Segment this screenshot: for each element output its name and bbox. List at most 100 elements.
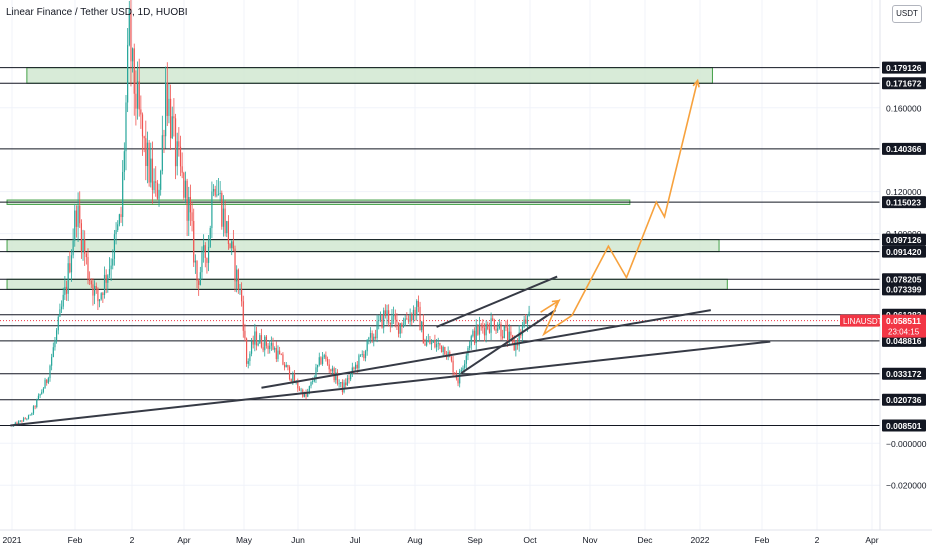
candles xyxy=(13,0,530,427)
candle-body xyxy=(183,172,185,198)
price-scale: 0.1600000.1200000.100000−0.000000−0.0200… xyxy=(840,61,927,491)
candle-body xyxy=(475,325,477,344)
candle-body xyxy=(264,336,266,351)
x-tick-label: Sep xyxy=(467,535,482,545)
x-tick-label: Oct xyxy=(523,535,537,545)
candle-body xyxy=(224,208,226,234)
candle-body xyxy=(427,340,429,342)
candle-body xyxy=(214,189,216,196)
candle-body xyxy=(350,373,352,380)
candle-body xyxy=(343,382,345,393)
candle-body xyxy=(526,316,529,324)
level-tag-label: 0.140366 xyxy=(886,144,922,154)
candle-body xyxy=(199,272,201,285)
level-tag xyxy=(882,142,926,155)
candle-body xyxy=(351,367,353,374)
candle-body xyxy=(396,319,398,323)
candle-body xyxy=(140,109,142,115)
candle-body xyxy=(406,318,408,320)
candle-body xyxy=(378,320,380,322)
candle-body xyxy=(478,324,481,335)
candle-body xyxy=(247,361,249,364)
level-tag xyxy=(882,419,926,432)
candle-body xyxy=(69,263,71,273)
candle-body xyxy=(84,239,86,254)
candle-body xyxy=(454,372,456,375)
candle-body xyxy=(236,269,238,282)
candle-body xyxy=(419,306,421,331)
candle-body xyxy=(207,246,210,263)
candle-body xyxy=(103,274,106,295)
candle-body xyxy=(502,336,504,339)
candle-body xyxy=(326,359,329,365)
candle-body xyxy=(128,9,130,46)
candle-body xyxy=(338,383,340,385)
candle-body xyxy=(176,141,178,167)
candle-body xyxy=(508,331,510,342)
candle-body xyxy=(394,314,396,320)
candle-body xyxy=(165,82,167,137)
x-tick-label: May xyxy=(236,535,253,545)
candle-body xyxy=(105,274,107,283)
candle-body xyxy=(510,331,512,336)
symbol-tag xyxy=(840,314,880,327)
currency-button[interactable]: USDT xyxy=(892,5,922,23)
trendline xyxy=(436,275,558,328)
candle-body xyxy=(260,335,263,348)
candle-body xyxy=(511,335,514,340)
candle-body xyxy=(422,321,424,344)
symbol-tag-label: LINAUSDT xyxy=(843,317,883,326)
candle-body xyxy=(421,321,423,331)
level-tag-label: 0.179126 xyxy=(886,63,922,73)
candle-body xyxy=(74,210,76,241)
candle-body xyxy=(407,319,410,322)
candle-body xyxy=(150,158,152,183)
zone xyxy=(6,278,728,290)
candle-body xyxy=(279,350,281,355)
candle-body xyxy=(297,381,299,389)
candle-body xyxy=(89,279,91,282)
candle-body xyxy=(249,353,251,362)
x-tick-label: 2022 xyxy=(691,535,710,545)
level-tag-label: 0.078205 xyxy=(886,275,922,285)
candle-body xyxy=(120,214,122,218)
candle-body xyxy=(155,181,157,183)
candle-body xyxy=(300,389,302,391)
candle-body xyxy=(348,378,350,380)
candle-body xyxy=(518,332,520,346)
candle-body xyxy=(141,114,144,137)
candle-body xyxy=(305,392,307,397)
projection-path xyxy=(540,78,700,337)
candle-body xyxy=(198,280,200,285)
candle-body xyxy=(323,355,325,358)
candle-body xyxy=(393,314,395,317)
candle-body xyxy=(523,319,525,327)
candle-body xyxy=(320,357,322,364)
candle-body xyxy=(401,323,403,327)
candle-body xyxy=(97,288,99,302)
candle-body xyxy=(62,294,64,307)
candle-body xyxy=(44,379,46,389)
x-tick-label: Jul xyxy=(350,535,361,545)
candle-body xyxy=(528,311,530,317)
candle-body xyxy=(503,325,505,339)
candle-body xyxy=(482,325,484,329)
x-tick-label: 2 xyxy=(815,535,820,545)
candle-body xyxy=(397,322,400,334)
candle-body xyxy=(477,325,479,335)
candle-body xyxy=(262,347,264,351)
x-tick-label: 2 xyxy=(130,535,135,545)
candle-body xyxy=(308,386,310,392)
candle-body xyxy=(345,382,347,386)
candle-body xyxy=(57,316,59,331)
candle-body xyxy=(158,189,160,199)
level-tag-label: 0.097126 xyxy=(886,235,922,245)
candle-body xyxy=(293,374,296,383)
candle-body xyxy=(469,345,471,348)
candle-body xyxy=(414,309,416,316)
candle-body xyxy=(143,136,145,139)
candle-body xyxy=(65,286,68,294)
candle-body xyxy=(287,364,289,368)
candle-body xyxy=(409,314,411,322)
